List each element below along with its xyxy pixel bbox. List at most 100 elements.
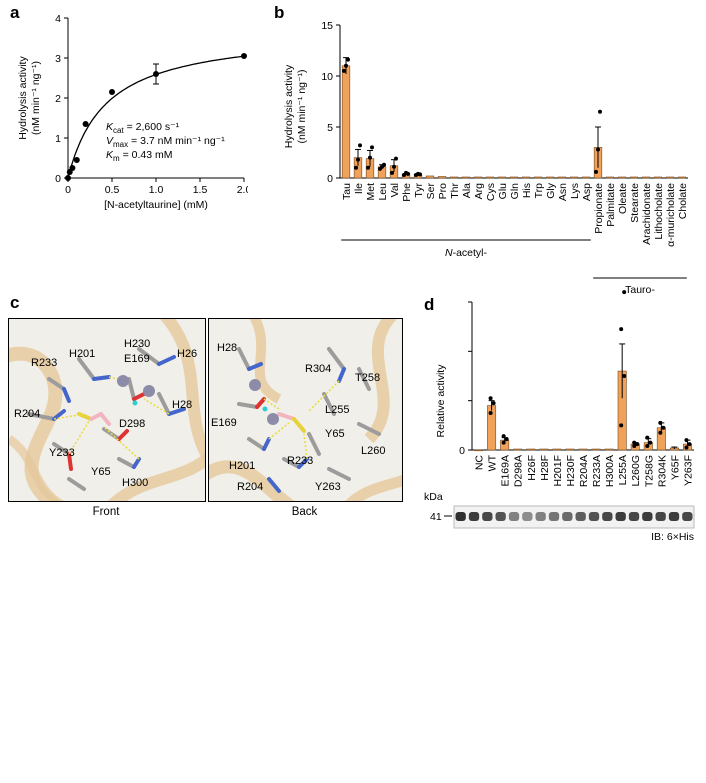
res-back-7: H201 [229, 460, 255, 472]
bar [474, 449, 484, 452]
bar [641, 176, 651, 179]
data-point [370, 145, 374, 150]
x-tick-label: H26F [526, 455, 538, 481]
structure-back-render: H28 R304 T258 L255 E169 Y65 L260 H201 R2… [209, 319, 402, 501]
group-label-rest: -acetyl- [453, 247, 488, 259]
x-tick-label: Lys [569, 183, 581, 199]
y-tick-label: 4 [55, 13, 61, 25]
blot-band [495, 512, 506, 521]
res-front-10: H300 [122, 477, 148, 489]
data-point [241, 53, 247, 59]
kinetics-line: Km = 0.43 mM [106, 149, 173, 163]
data-point [501, 434, 506, 439]
bar [461, 176, 471, 179]
res-back-4: E169 [211, 417, 237, 429]
res-front-5: R204 [14, 408, 40, 420]
y-axis-label: Hydrolysis activity [17, 56, 29, 140]
res-back-2: T258 [355, 372, 380, 384]
bar [449, 176, 459, 179]
data-point [648, 440, 653, 445]
res-back-8: R233 [287, 455, 313, 467]
res-front-2: R233 [31, 357, 57, 369]
data-point [394, 156, 398, 161]
y-tick-label: 1 [55, 133, 61, 145]
y-axis-label: Relative activity [435, 364, 447, 438]
structure-front: H201 H230 R233 E169 H26 R204 H28 D298 Y2… [8, 318, 206, 502]
bar [341, 65, 351, 179]
bar [581, 176, 591, 179]
marks [341, 57, 687, 179]
panel-label-a: a [10, 3, 20, 22]
data-point [406, 171, 410, 176]
axes: 0 5 10 15 Hydrolysis activity (nM min⁻¹ ng⁻¹)… [283, 20, 689, 247]
x-tick-label: 1.5 [193, 184, 208, 196]
x-tick-label: 0.5 [105, 184, 120, 196]
data-point [390, 170, 394, 175]
data-point [619, 423, 624, 428]
res-front-6: H28 [172, 399, 192, 411]
x-tick-label: H201F [552, 455, 564, 487]
blot-band [655, 512, 666, 521]
x-tick-label: Y65F [669, 455, 681, 480]
data-point [684, 445, 689, 450]
data-point [687, 442, 692, 447]
bar [437, 176, 447, 179]
bar [521, 176, 531, 179]
x-tick-label: Tau [341, 183, 353, 200]
group-label-italic: N [445, 247, 453, 259]
blot-band [508, 512, 520, 521]
bar [629, 176, 639, 179]
data-point [368, 155, 372, 160]
blot-band [562, 512, 573, 521]
blot-band [548, 512, 560, 521]
data-point [366, 165, 370, 170]
blot-band [642, 512, 653, 521]
data-point [661, 425, 666, 430]
bar [473, 176, 483, 179]
bar [605, 176, 615, 179]
data-point [504, 437, 509, 442]
data-point [82, 121, 89, 127]
bar [617, 176, 627, 179]
data-point [658, 430, 663, 435]
x-tick-label: Leu [377, 183, 389, 201]
bar [565, 448, 575, 451]
bar [653, 176, 663, 179]
res-back-3: L255 [325, 404, 349, 416]
x-tick-label: Val [389, 183, 401, 197]
x-tick-label: H28F [539, 455, 551, 481]
x-tick-label: Asn [557, 183, 569, 201]
axes: 0 1 2 3 4 0 0.5 1.0 1.5 2.0 [N-acetyltaurine] (mM)… [17, 13, 248, 211]
marks [65, 53, 247, 181]
data-point [392, 164, 396, 169]
bar [665, 176, 675, 179]
data-point [344, 63, 348, 68]
x-tick-label: D298A [513, 455, 525, 487]
data-point [153, 71, 159, 77]
blot-membrane [453, 505, 695, 529]
kinetics-value: = 0.43 mM [120, 149, 173, 161]
x-tick-label: R204A [578, 455, 590, 487]
x-tick-label: 2.0 [237, 184, 248, 196]
res-back-9: R204 [237, 481, 263, 493]
blot-marker-label: 41 [430, 511, 442, 523]
group-label: Tauro- [625, 284, 655, 296]
x-tick-label: WT [487, 454, 499, 471]
data-point [596, 147, 600, 152]
blot-band [522, 512, 533, 521]
x-tick-label: Gln [509, 183, 521, 200]
kinetics-symbol: K [106, 149, 114, 161]
y-tick-label: 0 [55, 173, 61, 185]
bar [552, 448, 562, 451]
x-tick-label: Cholate [677, 183, 689, 219]
western-blot: kDa 41 IB: 6×His [424, 491, 695, 543]
data-point [488, 396, 493, 401]
y-tick-label: 10 [321, 71, 333, 83]
blot-band [602, 512, 613, 521]
y-tick-label: 15 [321, 20, 333, 32]
blot-band [682, 512, 693, 521]
bar [557, 176, 567, 179]
bar [604, 448, 614, 451]
data-point [684, 438, 689, 443]
panel-label-c: c [10, 293, 19, 312]
